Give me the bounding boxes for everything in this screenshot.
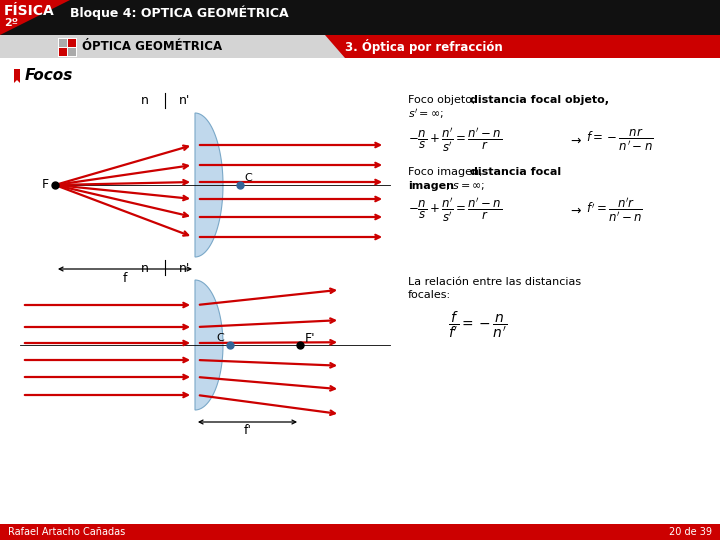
Text: Foco objeto,: Foco objeto,: [408, 95, 479, 105]
Bar: [0, 524, 720, 540]
Text: $f=-\dfrac{nr}{n'-n}$: $f=-\dfrac{nr}{n'-n}$: [586, 127, 654, 153]
Text: F: F: [42, 178, 49, 191]
Bar: [58, 47, 67, 56]
Bar: [67, 38, 76, 47]
Text: ÓPTICA GEOMÉTRICA: ÓPTICA GEOMÉTRICA: [82, 40, 222, 53]
Text: C: C: [216, 333, 224, 343]
Bar: [58, 47, 67, 56]
Polygon shape: [0, 0, 70, 35]
Text: Bloque 4: OPTICA GEOMÉTRICA: Bloque 4: OPTICA GEOMÉTRICA: [70, 6, 289, 21]
Text: $\dfrac{f}{f'}=-\dfrac{n}{n'}$: $\dfrac{f}{f'}=-\dfrac{n}{n'}$: [448, 310, 508, 340]
Text: distancia focal objeto,: distancia focal objeto,: [470, 95, 609, 105]
Text: FÍSICA: FÍSICA: [4, 4, 55, 18]
Text: imagen: imagen: [408, 181, 454, 191]
Text: n: n: [141, 261, 149, 274]
Bar: [67, 38, 76, 47]
Polygon shape: [195, 280, 223, 410]
Text: n': n': [179, 94, 191, 107]
Text: f: f: [122, 272, 127, 285]
Text: 2º: 2º: [4, 18, 18, 28]
Text: C: C: [244, 173, 252, 183]
Text: focales:: focales:: [408, 290, 451, 300]
Text: n: n: [141, 94, 149, 107]
Text: $\rightarrow$: $\rightarrow$: [568, 204, 582, 217]
Text: n': n': [179, 261, 191, 274]
Text: $\rightarrow$: $\rightarrow$: [568, 133, 582, 146]
Text: $-\dfrac{n}{s}+\dfrac{n'}{s'}=\dfrac{n'-n}{r}$: $-\dfrac{n}{s}+\dfrac{n'}{s'}=\dfrac{n'-…: [408, 126, 503, 154]
Bar: [0, 0, 720, 35]
Bar: [58, 38, 67, 47]
Polygon shape: [325, 35, 720, 58]
Bar: [67, 47, 76, 56]
Polygon shape: [195, 113, 223, 257]
Text: F': F': [305, 332, 315, 345]
Text: 3. Óptica por refracción: 3. Óptica por refracción: [345, 39, 503, 54]
Polygon shape: [14, 69, 20, 83]
Text: La relación entre las distancias: La relación entre las distancias: [408, 277, 581, 287]
Text: 20 de 39: 20 de 39: [669, 527, 712, 537]
Text: $-\dfrac{n}{s}+\dfrac{n'}{s'}=\dfrac{n'-n}{r}$: $-\dfrac{n}{s}+\dfrac{n'}{s'}=\dfrac{n'-…: [408, 195, 503, 224]
Bar: [0, 35, 720, 58]
Text: , $s = \infty$;: , $s = \infty$;: [445, 180, 485, 192]
Bar: [58, 38, 67, 47]
Bar: [67, 47, 76, 56]
Text: Rafael Artacho Cañadas: Rafael Artacho Cañadas: [8, 527, 125, 537]
Text: Foco imagen,: Foco imagen,: [408, 167, 486, 177]
Text: distancia focal: distancia focal: [470, 167, 561, 177]
Text: $f'=\dfrac{n'r}{n'-n}$: $f'=\dfrac{n'r}{n'-n}$: [586, 195, 643, 224]
Text: Focos: Focos: [25, 69, 73, 84]
Text: f': f': [243, 424, 251, 437]
Text: $s' = \infty$;: $s' = \infty$;: [408, 107, 444, 121]
